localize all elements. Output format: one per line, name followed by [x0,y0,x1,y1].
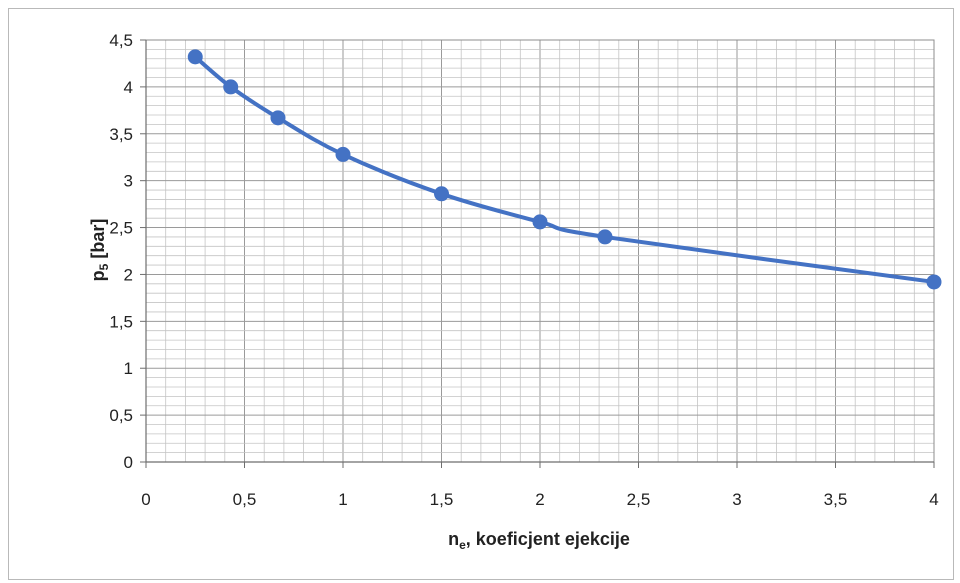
x-tick-labels: 0 0,5 1 1,5 2 2,5 3 3,5 4 [141,462,939,509]
gridlines [146,40,934,462]
data-point [270,110,286,126]
x-tick-label: 3,5 [824,490,848,509]
x-tick-label: 2 [535,490,544,509]
data-point [532,214,548,230]
data-point [597,229,613,245]
x-tick-label: 2,5 [627,490,651,509]
data-point [223,79,239,95]
y-tick-label: 4,5 [109,31,133,50]
data-point [335,146,351,162]
data-point [187,49,203,65]
x-tick-label: 3 [732,490,741,509]
x-tick-label: 0 [141,490,150,509]
x-tick-label: 1 [338,490,347,509]
y-tick-label: 2,5 [109,219,133,238]
x-tick-label: 1,5 [430,490,454,509]
series-line [193,54,936,284]
y-axis-title: p5 [bar] [88,219,111,282]
y-tick-label: 1,5 [109,312,133,331]
data-point [434,186,449,202]
x-tick-label: 0,5 [233,490,257,509]
data-point [926,274,942,290]
y-tick-label: 0,5 [109,406,133,425]
series-layer [187,49,942,290]
y-tick-label: 3 [124,172,133,191]
y-tick-labels: 0 0,5 1 1,5 2 2,5 3 3,5 4 4,5 [109,31,146,472]
y-tick-label: 2 [124,265,133,284]
x-tick-label: 4 [929,490,938,509]
y-tick-label: 0 [124,453,133,472]
x-axis-title: ne, koeficjent ejekcije [448,529,630,552]
y-tick-label: 4 [124,78,133,97]
y-tick-label: 1 [124,359,133,378]
y-tick-label: 3,5 [109,125,133,144]
